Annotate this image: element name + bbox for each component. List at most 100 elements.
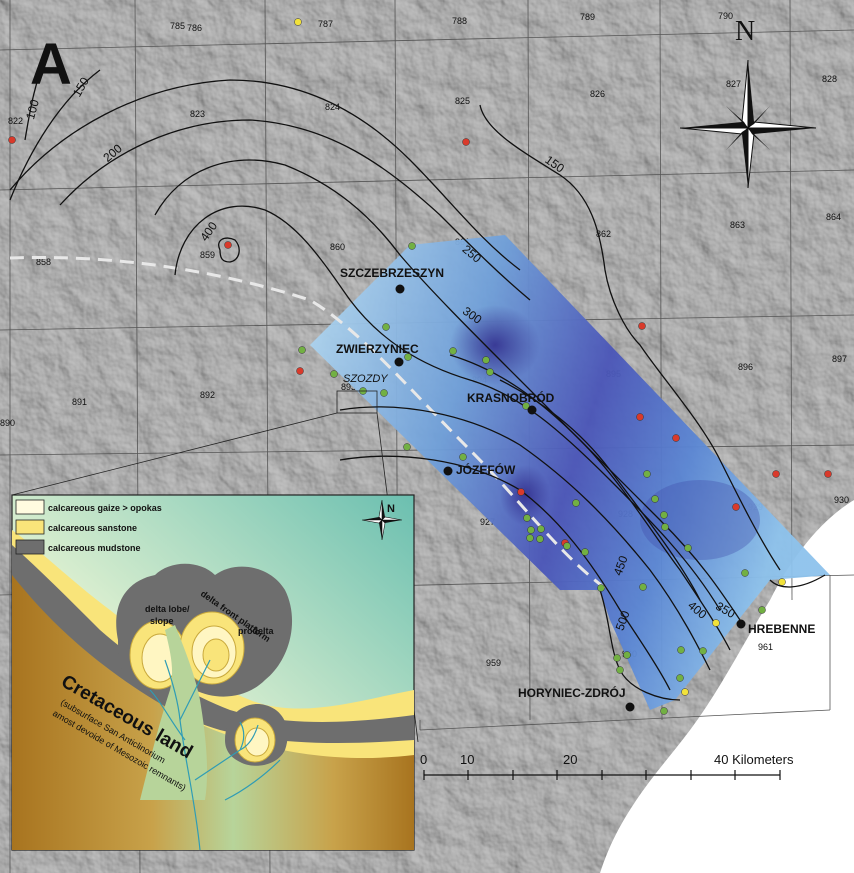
grid-label: 822	[8, 116, 23, 126]
panel-letter: A	[30, 32, 72, 97]
town-label: SZCZEBRZESZYN	[340, 266, 444, 280]
grid-label: 823	[190, 109, 205, 119]
grid-label: 859	[200, 250, 215, 260]
contour-label: 450	[611, 554, 631, 578]
town-label: SZOZDY	[343, 373, 388, 385]
river-channels	[149, 659, 281, 851]
contour-label: 500	[613, 609, 633, 633]
sample-point-red	[517, 488, 525, 496]
town-marker	[394, 357, 404, 367]
sample-point-green	[684, 544, 692, 552]
scale-tick-label: 20	[563, 752, 577, 767]
sample-point-green	[616, 666, 624, 674]
grid-label: 961	[758, 642, 773, 652]
sample-point-red	[462, 138, 470, 146]
sample-point-green	[527, 526, 535, 534]
inset-label-slope: slope	[150, 616, 174, 626]
scale-tick-label: 0	[420, 752, 427, 767]
sample-point-green	[382, 323, 390, 331]
sample-point-green	[408, 242, 416, 250]
sample-point-green	[380, 389, 388, 397]
town-marker	[527, 405, 537, 415]
sample-point-green	[459, 453, 467, 461]
sample-point-red	[772, 470, 780, 478]
grid-label: 930	[834, 495, 849, 505]
sample-point-green	[676, 674, 684, 682]
town-label: JÓZEFÓW	[456, 462, 516, 477]
inset-legend: calcareous gaize > opokas calcareous san…	[15, 499, 162, 555]
north-arrow-icon: N	[679, 16, 817, 189]
grid-label: 897	[832, 354, 847, 364]
sample-point-green	[643, 470, 651, 478]
grid-label: 858	[36, 257, 51, 267]
grid-label: 891	[72, 397, 87, 407]
sample-point-green	[661, 523, 669, 531]
grid-label: 860	[330, 242, 345, 252]
sample-point-green	[522, 402, 530, 410]
sample-point-green	[404, 353, 412, 361]
study-area	[310, 235, 830, 710]
town-label: KRASNOBRÓD	[467, 390, 555, 405]
inset-label-delta-lobe: delta lobe/	[145, 604, 190, 614]
scale-bar: 0 10 20 40 Kilometers	[420, 752, 794, 780]
inset-north-arrow-icon: N	[361, 499, 403, 541]
sample-point-green	[651, 495, 659, 503]
north-label: N	[735, 16, 755, 47]
sample-point-green	[677, 646, 685, 654]
town-label: ZWIERZYNIEC	[336, 342, 419, 356]
legend-swatch	[15, 539, 45, 555]
sample-point-green	[660, 707, 668, 715]
scale-tick-label: 10	[460, 752, 474, 767]
sample-point-red	[8, 136, 16, 144]
sample-point-yellow	[778, 578, 786, 586]
town-marker	[625, 702, 635, 712]
sample-point-red	[638, 322, 646, 330]
grid-label: 892	[200, 390, 215, 400]
sample-point-green	[449, 347, 457, 355]
legend-label: calcareous gaize > opokas	[48, 503, 162, 513]
legend-swatch	[15, 499, 45, 515]
sample-point-green	[597, 584, 605, 592]
sample-point-green	[298, 346, 306, 354]
sample-point-yellow	[712, 619, 720, 627]
town-marker	[443, 466, 453, 476]
inset-paleogeography: calcareous gaize > opokas calcareous san…	[11, 494, 415, 851]
sample-point-red	[636, 413, 644, 421]
grid-label: 825	[455, 96, 470, 106]
grid-label: 789	[580, 12, 595, 22]
towns: SZCZEBRZESZYN ZWIERZYNIEC SZOZDY KRASNOB…	[336, 266, 815, 712]
grid-label: 863	[730, 220, 745, 230]
sample-point-green	[572, 499, 580, 507]
sample-point-green	[758, 606, 766, 614]
inset-north-label: N	[387, 503, 395, 515]
grid-label: 824	[325, 102, 340, 112]
sample-point-green	[563, 542, 571, 550]
sample-points	[8, 18, 832, 715]
grid-label: 862	[596, 229, 611, 239]
grid-label: 893	[341, 382, 356, 392]
sample-point-green	[639, 583, 647, 591]
sample-point-green	[623, 651, 631, 659]
grid-label: 786	[187, 23, 202, 33]
legend-label: calcareous sanstone	[48, 523, 137, 533]
grid-label: 790	[718, 11, 733, 21]
sample-point-red	[224, 241, 232, 249]
delta-lobes	[116, 563, 293, 766]
grid-label: 927	[480, 517, 495, 527]
sample-point-green	[526, 534, 534, 542]
sample-point-red	[296, 367, 304, 375]
grid-label: 828	[822, 74, 837, 84]
sample-point-green	[741, 569, 749, 577]
grid-label: 896	[738, 362, 753, 372]
scale-end-label: 40 Kilometers	[714, 752, 794, 767]
town-marker	[736, 619, 746, 629]
sample-point-yellow	[681, 688, 689, 696]
grid-label: 864	[826, 212, 841, 222]
sample-point-green	[537, 525, 545, 533]
town-label: HREBENNE	[748, 622, 815, 636]
grid-label: 826	[590, 89, 605, 99]
sample-point-red	[672, 434, 680, 442]
sample-point-yellow	[294, 18, 302, 26]
sample-point-green	[403, 443, 411, 451]
